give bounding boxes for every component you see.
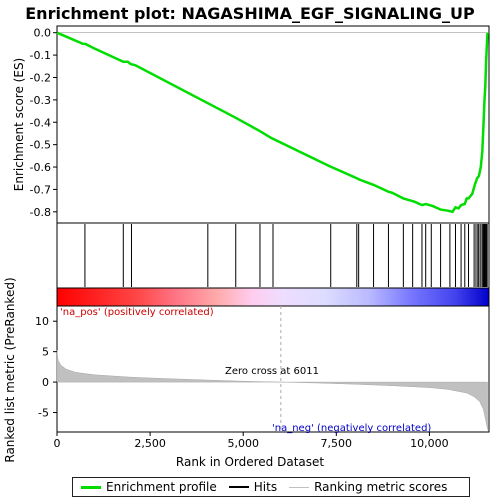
es-tick-label-3: -0.3 — [30, 94, 51, 107]
es-tick-label-5: -0.5 — [30, 139, 51, 152]
legend-label-ranking-metric: Ranking metric scores — [314, 480, 448, 494]
es-tick-label-8: -0.8 — [30, 206, 51, 219]
legend-label-hits: Hits — [253, 480, 278, 494]
rank-tick-label-4: 10,000 — [410, 437, 449, 450]
ranking-metric-area — [56, 350, 488, 430]
rank-tick-label-1: 2,500 — [134, 437, 166, 450]
na-pos-label: 'na_pos' (positively correlated) — [60, 307, 214, 318]
legend: Enrichment profile Hits Ranking metric s… — [72, 477, 470, 497]
es-tick-label-6: -0.6 — [30, 161, 51, 174]
legend-swatch-gray — [289, 486, 310, 488]
metric-tick-label-2: 0 — [42, 376, 49, 389]
metric-tick-label-3: -5 — [38, 407, 49, 420]
legend-label-enrichment-profile: Enrichment profile — [106, 480, 217, 494]
legend-item-hits: Hits — [228, 480, 278, 494]
enrichment-profile-line — [56, 31, 489, 214]
legend-item-enrichment-profile: Enrichment profile — [81, 480, 217, 494]
legend-swatch-green — [81, 485, 101, 489]
es-tick-label-4: -0.4 — [30, 116, 51, 129]
metric-tick-label-0: 10 — [35, 315, 49, 328]
rank-tick-label-0: 0 — [54, 437, 61, 450]
legend-item-ranking-metric: Ranking metric scores — [289, 480, 447, 494]
bottom-panel-frame — [56, 305, 490, 433]
es-tick-label-1: -0.1 — [30, 49, 51, 62]
rank-tick-label-3: 7,500 — [321, 437, 353, 450]
chart-title: Enrichment plot: NAGASHIMA_EGF_SIGNALING… — [25, 4, 475, 23]
legend-swatch-black — [228, 486, 249, 488]
metric-axis-label: Ranked list metric (PreRanked) — [3, 277, 17, 462]
metric-tick-label-1: 5 — [42, 346, 49, 359]
ranking-color-bar — [56, 287, 490, 307]
zero-cross-label: Zero cross at 6011 — [225, 366, 319, 377]
es-tick-label-2: -0.2 — [30, 71, 51, 84]
rank-tick-label-2: 5,000 — [227, 437, 259, 450]
na-neg-label: 'na_neg' (negatively correlated) — [272, 423, 431, 434]
es-tick-label-7: -0.7 — [30, 183, 51, 196]
rank-axis-label: Rank in Ordered Dataset — [176, 455, 324, 469]
es-tick-label-0: 0.0 — [34, 27, 52, 40]
top-panel-frame — [56, 25, 490, 224]
es-axis-label: Enrichment score (ES) — [12, 58, 26, 191]
